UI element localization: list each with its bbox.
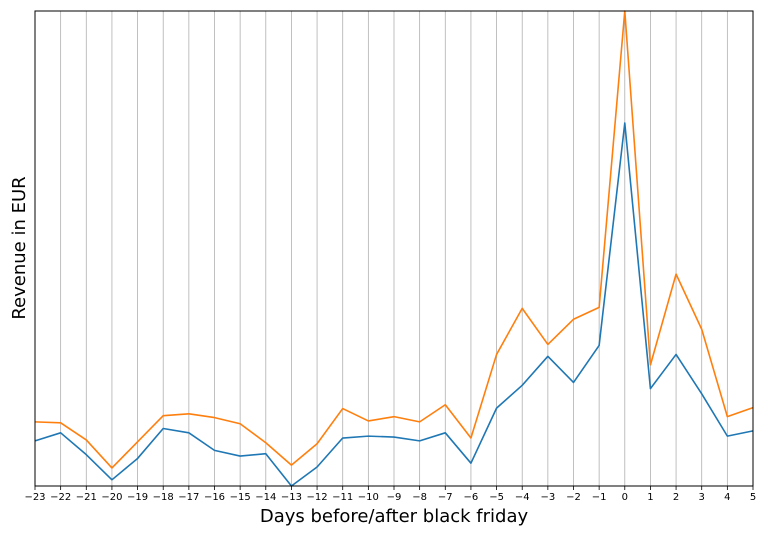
- x-tick-label: 1: [647, 492, 653, 503]
- x-tick-label: 0: [622, 492, 628, 503]
- x-tick-label: −5: [489, 492, 504, 503]
- x-tick-label: −2: [566, 492, 581, 503]
- x-tick-label: 3: [699, 492, 705, 503]
- series-line-2: [34, 10, 754, 469]
- x-tick-label: −20: [101, 492, 122, 503]
- x-tick-label: −18: [153, 492, 174, 503]
- series-layer: [34, 10, 754, 487]
- x-tick-label: −9: [387, 492, 402, 503]
- series-line-1: [34, 122, 754, 487]
- x-tick-label: −16: [204, 492, 225, 503]
- x-tick-label: −23: [24, 492, 45, 503]
- x-tick-label: −15: [230, 492, 251, 503]
- x-tick-label: −6: [464, 492, 479, 503]
- x-tick-label: −12: [307, 492, 328, 503]
- x-tick-label: 5: [750, 492, 756, 503]
- x-tick-label: −21: [76, 492, 97, 503]
- x-tick-label: −17: [178, 492, 199, 503]
- x-tick-label: −3: [540, 492, 555, 503]
- x-tick-label: −1: [592, 492, 607, 503]
- x-tick-label: −11: [332, 492, 353, 503]
- x-tick-label: −4: [515, 492, 530, 503]
- x-tick-label: −14: [255, 492, 276, 503]
- x-tick-label: −22: [50, 492, 71, 503]
- tick-layer: −23 −22 −21 −20 −19 −18 −17 −16 −15 −14 −13 −12 −11−…: [24, 486, 756, 503]
- x-tick-label: 4: [724, 492, 730, 503]
- x-tick-label: −7: [438, 492, 453, 503]
- x-tick-label: −10: [358, 492, 379, 503]
- x-tick-label: −19: [127, 492, 148, 503]
- x-axis-label: Days before/after black friday: [260, 506, 529, 527]
- x-tick-label: 2: [673, 492, 679, 503]
- grid-layer: [34, 11, 754, 486]
- x-tick-label: −13: [281, 492, 302, 503]
- y-axis-label: Revenue in EUR: [9, 176, 30, 319]
- x-tick-label: −8: [412, 492, 427, 503]
